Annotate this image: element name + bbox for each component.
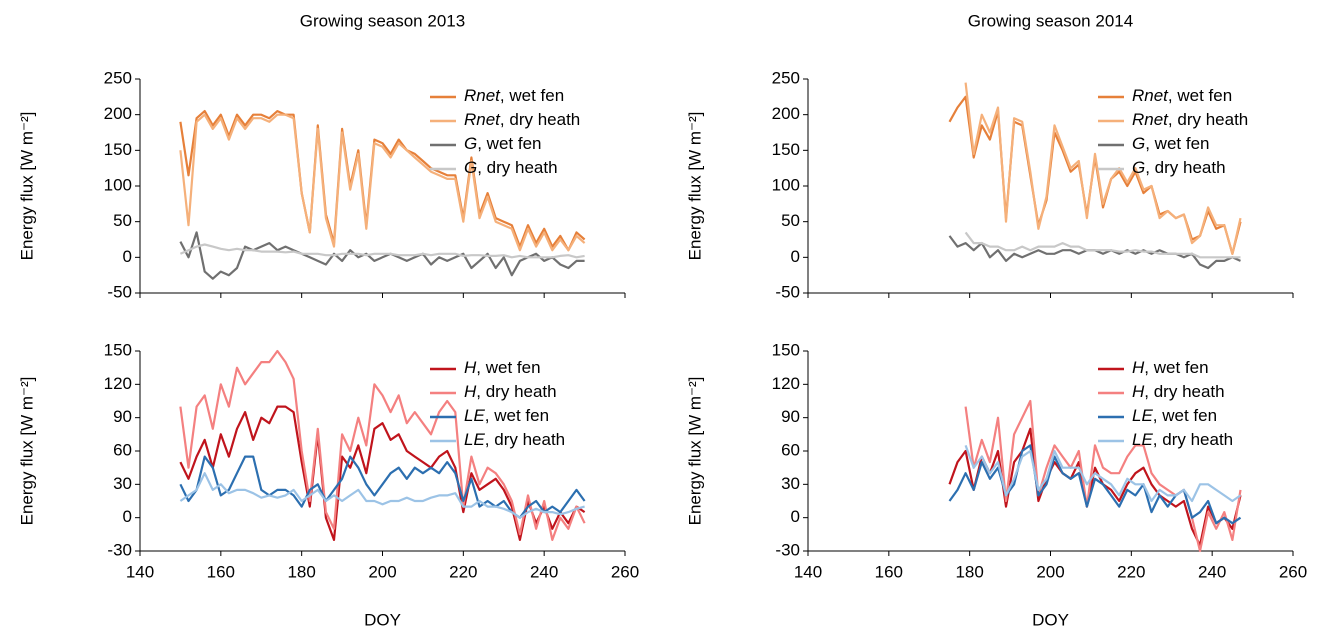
x-tick-label: 220 (1117, 562, 1145, 581)
x-tick-label: 200 (368, 562, 396, 581)
legend-label: H, wet fen (1132, 358, 1209, 377)
y-tick-label: 50 (781, 211, 800, 230)
y-tick-label: 60 (113, 440, 132, 459)
x-axis-label: DOY (1032, 610, 1069, 629)
y-tick-label: 30 (113, 474, 132, 493)
legend-label: G, wet fen (464, 134, 542, 153)
legend-label: H, dry heath (464, 382, 557, 401)
legend-label: G, wet fen (1132, 134, 1210, 153)
x-axis-label: DOY (364, 610, 401, 629)
legend-label: Rnet, wet fen (464, 86, 564, 105)
y-tick-label: 0 (123, 247, 132, 266)
series-line (964, 231, 1241, 259)
series-line (179, 405, 586, 541)
y-tick-label: 60 (781, 440, 800, 459)
x-tick-label: 260 (1279, 562, 1307, 581)
y-tick-label: 200 (104, 104, 132, 123)
y-tick-label: 150 (104, 140, 132, 159)
series-line (179, 349, 586, 541)
series-line (179, 113, 586, 252)
legend-label: Rnet, dry heath (1132, 110, 1248, 129)
y-tick-label: 250 (104, 68, 132, 87)
series-line (964, 399, 1242, 553)
x-tick-label: 260 (611, 562, 639, 581)
panel-title: Growing season 2014 (968, 11, 1133, 30)
x-tick-label: 180 (955, 562, 983, 581)
series-line (179, 472, 585, 519)
x-tick-label: 160 (207, 562, 235, 581)
y-tick-label: 100 (104, 175, 132, 194)
y-tick-label: -30 (775, 540, 800, 559)
y-tick-label: 90 (781, 407, 800, 426)
series-line (964, 445, 1242, 503)
y-tick-label: 90 (113, 407, 132, 426)
y-axis-label: Energy flux [W m⁻²] (17, 112, 36, 261)
y-tick-label: -50 (775, 282, 800, 301)
series-line (948, 427, 1242, 547)
y-tick-label: 50 (113, 211, 132, 230)
panel-title: Growing season 2013 (300, 11, 465, 30)
y-tick-label: 120 (104, 374, 132, 393)
legend-label: LE, dry heath (1132, 430, 1233, 449)
legend-label: LE, wet fen (464, 406, 549, 425)
legend-label: LE, wet fen (1132, 406, 1217, 425)
y-tick-label: 0 (123, 507, 132, 526)
series-line (179, 110, 586, 252)
x-tick-label: 200 (1036, 562, 1064, 581)
legend-label: H, wet fen (464, 358, 541, 377)
x-tick-label: 240 (530, 562, 558, 581)
series-line (179, 455, 586, 519)
x-tick-label: 140 (794, 562, 822, 581)
x-tick-label: 240 (1198, 562, 1226, 581)
x-tick-label: 140 (126, 562, 154, 581)
series-line (179, 243, 585, 259)
y-tick-label: 30 (781, 474, 800, 493)
series-line (948, 235, 1241, 270)
y-tick-label: 0 (791, 507, 800, 526)
y-tick-label: 100 (772, 175, 800, 194)
legend-label: Rnet, wet fen (1132, 86, 1232, 105)
x-tick-label: 180 (287, 562, 315, 581)
y-tick-label: 150 (772, 340, 800, 359)
legend-label: G, dry heath (1132, 158, 1226, 177)
y-tick-label: 250 (772, 68, 800, 87)
legend-label: Rnet, dry heath (464, 110, 580, 129)
y-tick-label: 150 (104, 340, 132, 359)
series-line (964, 82, 1242, 255)
y-tick-label: 0 (791, 247, 800, 266)
x-tick-label: 220 (449, 562, 477, 581)
y-tick-label: -30 (107, 540, 132, 559)
y-axis-label: Energy flux [W m⁻²] (17, 377, 36, 526)
y-tick-label: 120 (772, 374, 800, 393)
y-tick-label: 150 (772, 140, 800, 159)
legend-label: LE, dry heath (464, 430, 565, 449)
legend-label: H, dry heath (1132, 382, 1225, 401)
x-tick-label: 160 (875, 562, 903, 581)
y-tick-label: 200 (772, 104, 800, 123)
y-axis-label: Energy flux [W m⁻²] (685, 112, 704, 261)
y-tick-label: -50 (107, 282, 132, 301)
series-line (948, 444, 1242, 525)
y-axis-label: Energy flux [W m⁻²] (685, 377, 704, 526)
series-line (179, 231, 585, 280)
legend-label: G, dry heath (464, 158, 558, 177)
